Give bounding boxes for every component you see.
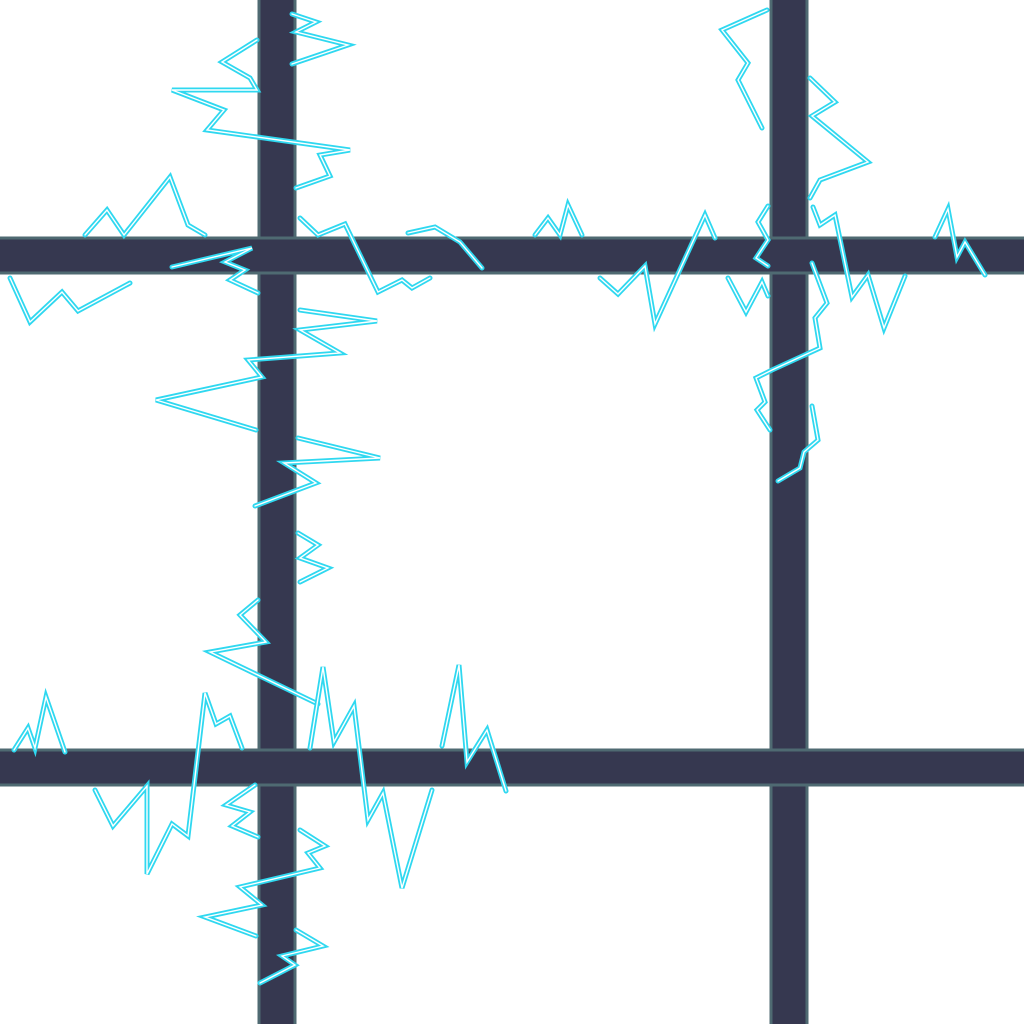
lightning-bolt-core <box>599 213 716 327</box>
lightning-bolt-core <box>259 929 325 984</box>
wall-junction <box>260 751 294 784</box>
lightning-bolt-icon <box>7 275 133 327</box>
lightning-bolt-icon <box>405 224 485 271</box>
lightning-bolt-icon <box>532 197 585 241</box>
lightning-bolt-icon <box>725 275 771 318</box>
lightning-bolt-core <box>291 13 351 65</box>
wall-junction <box>260 239 294 272</box>
lightning-bolt-icon <box>932 200 988 278</box>
lightning-bolt-icon <box>752 260 830 433</box>
lightning-bolt-icon <box>288 11 357 67</box>
lightning-bolt-core <box>777 405 819 482</box>
lightning-bolt-icon <box>718 7 770 131</box>
lightning-bolt-icon <box>169 245 261 296</box>
lightning-bolt-core <box>254 437 381 507</box>
lightning-bolt-icon <box>92 692 245 876</box>
lightning-bolt-icon <box>252 435 381 509</box>
lightning-bolt-icon <box>775 403 821 484</box>
wall-vertical-right <box>769 0 809 1024</box>
lightning-bolt-icon <box>11 687 68 758</box>
wall-junction <box>772 751 806 784</box>
lightning-bolt-core <box>207 599 319 705</box>
wall-junction <box>772 239 806 272</box>
lightning-bolt-core <box>155 309 378 431</box>
lightning-bolt-icon <box>439 664 509 794</box>
lightning-bolt-icon <box>597 208 718 333</box>
lightning-bolt-icon <box>257 927 330 986</box>
lightning-bolt-core <box>309 666 433 889</box>
lightning-bolt-core <box>9 277 131 324</box>
lightning-bolt-core <box>299 217 431 293</box>
lightning-layer <box>7 7 988 986</box>
lightning-bolt-icon <box>196 827 331 939</box>
lightning-bolt-core <box>727 277 769 314</box>
lightning-bolt-core <box>934 206 986 276</box>
lightning-bolt-icon <box>752 203 771 269</box>
lightning-bolt-core <box>171 39 351 189</box>
lightning-bolt-icon <box>171 37 351 191</box>
lightning-bolt-core <box>755 262 828 431</box>
lightning-bolt-core <box>755 205 769 267</box>
lightning-bolt-core <box>809 77 870 199</box>
lightning-bolt-icon <box>307 666 435 889</box>
lightning-bolt-icon <box>82 171 208 240</box>
lightning-bolt-icon <box>155 307 378 433</box>
lightning-bolt-core <box>812 206 906 331</box>
lightning-bolt-core <box>224 784 259 838</box>
lightning-bolt-icon <box>294 530 335 585</box>
lightning-bolt-core <box>297 532 330 583</box>
lightning-bolt-core <box>13 694 66 753</box>
lightning-bolt-icon <box>297 215 433 296</box>
lightning-bolt-core <box>202 829 327 937</box>
lightning-bolt-icon <box>201 597 321 707</box>
wall-horizontal-top <box>0 236 1024 275</box>
lightning-bolt-icon <box>810 204 908 336</box>
wall-vertical-left <box>257 0 297 1024</box>
lightning-bolt-core <box>171 247 259 294</box>
lightning-bolt-icon <box>807 75 873 201</box>
lightning-bolt-core <box>720 9 768 129</box>
lightning-bolt-icon <box>220 782 261 840</box>
lightning-bolt-core <box>441 664 507 792</box>
lightning-bolt-core <box>94 692 243 875</box>
wall-horizontal-bottom <box>0 748 1024 787</box>
lightning-bolt-core <box>407 226 483 269</box>
lightning-bolt-core <box>534 202 583 237</box>
lightning-bolt-core <box>84 175 206 237</box>
